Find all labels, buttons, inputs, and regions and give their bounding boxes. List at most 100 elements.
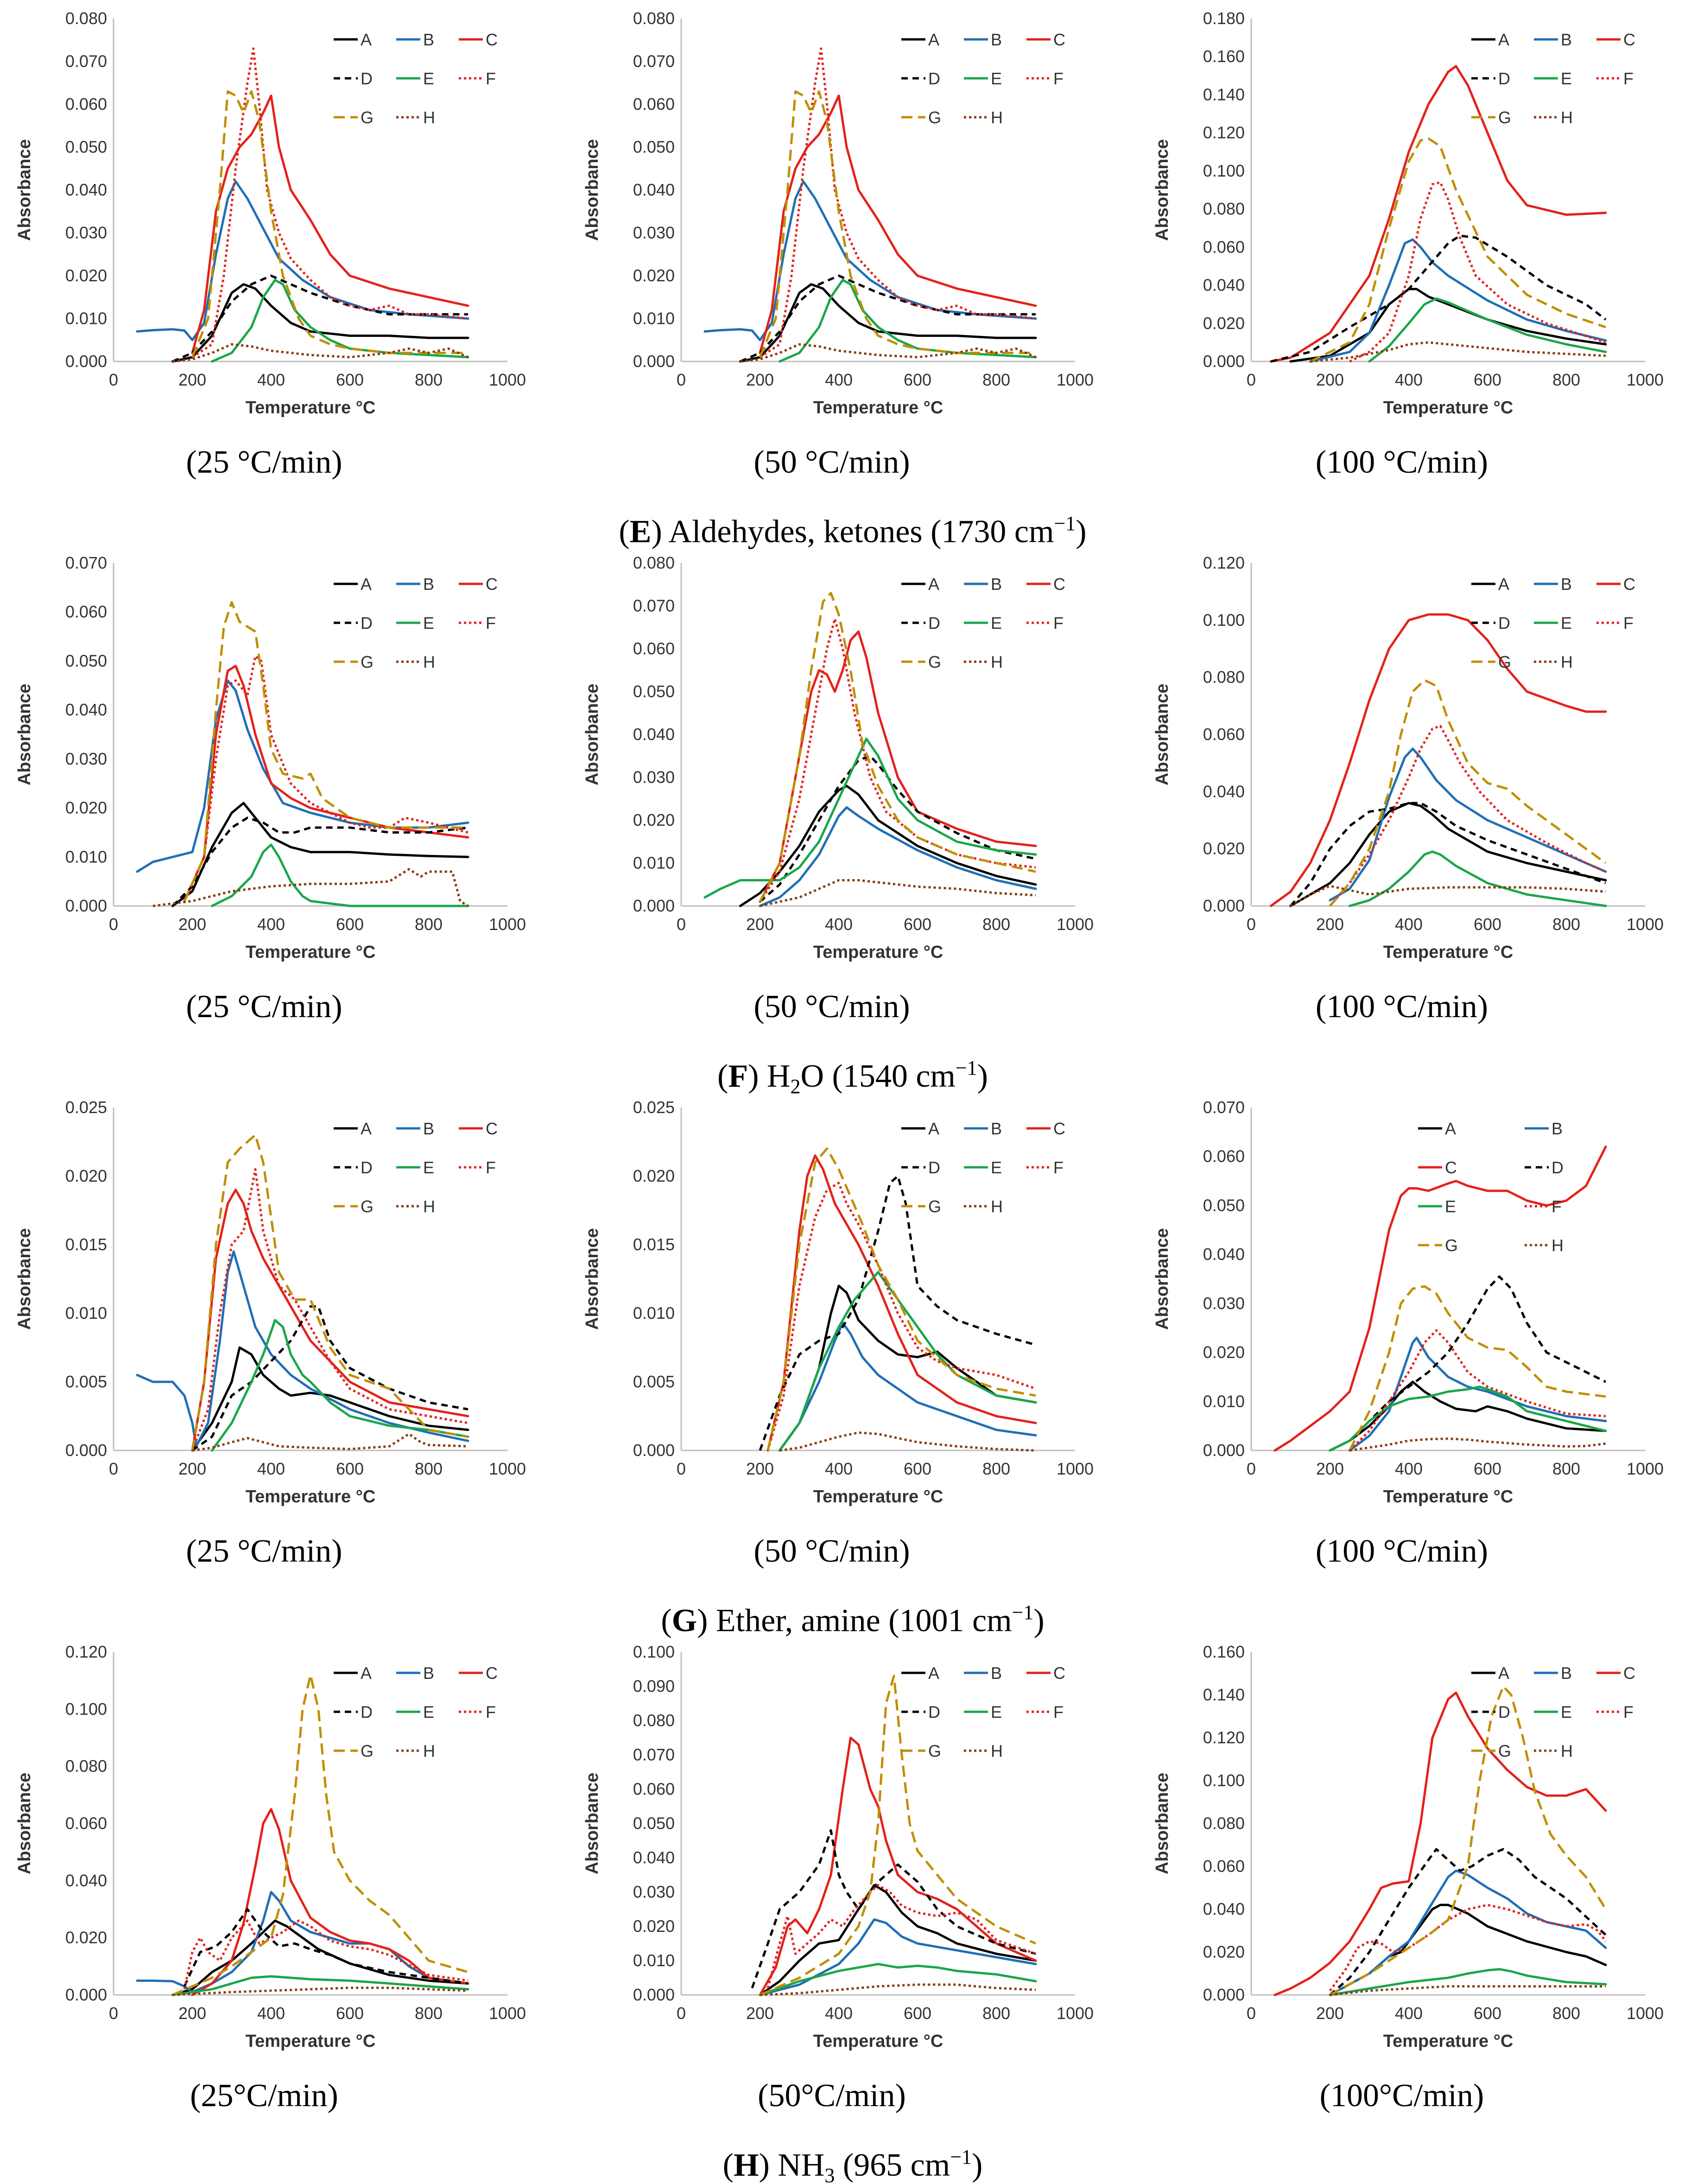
x-tick-label: 0 bbox=[677, 1459, 686, 1478]
y-tick-label: 0.100 bbox=[65, 1699, 107, 1718]
x-tick-label: 400 bbox=[825, 2004, 853, 2023]
series-line-B bbox=[136, 180, 469, 342]
x-tick-label: 400 bbox=[257, 1459, 285, 1478]
x-tick-label: 400 bbox=[257, 2004, 285, 2023]
y-tick-label: 0.000 bbox=[633, 1985, 675, 2004]
x-tick-label: 600 bbox=[904, 370, 931, 389]
y-tick-label: 0.120 bbox=[1203, 1728, 1245, 1747]
legend-label-C: C bbox=[1053, 1119, 1065, 1138]
x-tick-label: 200 bbox=[746, 915, 774, 934]
y-tick-label: 0.070 bbox=[633, 1745, 675, 1764]
x-tick-label: 400 bbox=[825, 1459, 853, 1478]
x-tick-label: 600 bbox=[1474, 915, 1501, 934]
x-tick-label: 600 bbox=[904, 915, 931, 934]
legend-label-B: B bbox=[1561, 575, 1572, 594]
legend-label-F: F bbox=[1551, 1197, 1562, 1216]
legend-label-H: H bbox=[423, 1741, 435, 1760]
legend-label-B: B bbox=[423, 30, 434, 49]
series-line-E bbox=[703, 737, 1037, 899]
series-line-H bbox=[1330, 1985, 1606, 1996]
y-tick-label: 0.160 bbox=[1203, 47, 1245, 66]
x-tick-label: 1000 bbox=[489, 370, 526, 389]
series-line-B bbox=[136, 1250, 469, 1448]
x-tick-label: 1000 bbox=[489, 2004, 526, 2023]
legend-label-A: A bbox=[928, 575, 939, 594]
chart-H-2: 0.000 0.010 0.020 0.030 0.040 0.050 0.060 0.070… bbox=[583, 1642, 1094, 2051]
y-tick-label: 0.040 bbox=[65, 700, 107, 719]
y-tick-label: 0.120 bbox=[65, 1642, 107, 1661]
legend-label-G: G bbox=[1498, 652, 1511, 671]
x-axis-label: Temperature °C bbox=[1383, 2032, 1513, 2051]
legend-label-H: H bbox=[1561, 108, 1573, 127]
legend-label-D: D bbox=[1551, 1158, 1564, 1177]
legend-label-B: B bbox=[1561, 1664, 1572, 1683]
x-tick-label: 0 bbox=[1247, 1459, 1256, 1478]
y-tick-label: 0.000 bbox=[65, 352, 107, 371]
x-tick-label: 1000 bbox=[1057, 370, 1094, 389]
legend-label-G: G bbox=[361, 108, 374, 127]
x-tick-label: 200 bbox=[178, 370, 206, 389]
series-line-F bbox=[1349, 1329, 1606, 1451]
legend-label-A: A bbox=[361, 1664, 372, 1683]
rate-caption: (25 °C/min) bbox=[186, 989, 342, 1025]
y-tick-label: 0.000 bbox=[633, 352, 675, 371]
y-tick-label: 0.060 bbox=[65, 1814, 107, 1833]
series-line-A bbox=[171, 283, 469, 363]
y-tick-label: 0.010 bbox=[65, 309, 107, 328]
series-line-E bbox=[211, 1319, 469, 1452]
y-tick-label: 0.040 bbox=[1203, 782, 1245, 801]
y-tick-label: 0.080 bbox=[65, 9, 107, 28]
y-tick-label: 0.050 bbox=[65, 138, 107, 157]
series-line-C bbox=[191, 1808, 469, 1996]
legend: A B C D E F G H bbox=[1471, 30, 1635, 127]
y-tick-label: 0.030 bbox=[633, 1882, 675, 1901]
series-line-G bbox=[760, 1675, 1036, 1996]
x-tick-label: 200 bbox=[1316, 1459, 1344, 1478]
x-axis-label: Temperature °C bbox=[1383, 943, 1513, 962]
series-line-C bbox=[191, 1189, 469, 1452]
y-tick-label: 0.010 bbox=[633, 1951, 675, 1970]
rate-caption: (100 °C/min) bbox=[1316, 1533, 1488, 1569]
y-tick-label: 0.100 bbox=[1203, 161, 1245, 180]
legend-label-C: C bbox=[1053, 1664, 1065, 1683]
series-line-C bbox=[183, 665, 469, 902]
x-tick-label: 600 bbox=[904, 2004, 931, 2023]
legend-label-D: D bbox=[1498, 69, 1510, 88]
y-axis-label: Absorbance bbox=[1152, 139, 1172, 241]
legend-label-A: A bbox=[1498, 30, 1509, 49]
x-tick-label: 1000 bbox=[489, 1459, 526, 1478]
group-caption-H: (H) NH3 (965 cm−1) bbox=[723, 2146, 983, 2184]
x-tick-label: 0 bbox=[109, 370, 118, 389]
y-tick-label: 0.000 bbox=[1203, 896, 1245, 915]
y-tick-label: 0.025 bbox=[65, 1098, 107, 1117]
legend-label-F: F bbox=[1623, 1703, 1634, 1722]
series-line-F bbox=[1349, 181, 1606, 363]
x-tick-label: 400 bbox=[257, 915, 285, 934]
series-line-H bbox=[760, 879, 1036, 907]
series-line-A bbox=[171, 1919, 469, 1996]
legend-label-H: H bbox=[423, 1197, 435, 1216]
y-axis-label: Absorbance bbox=[15, 684, 34, 785]
y-tick-label: 0.030 bbox=[65, 749, 107, 768]
series-line-G bbox=[183, 601, 468, 902]
legend-label-A: A bbox=[1498, 1664, 1509, 1683]
x-axis-label: Temperature °C bbox=[813, 943, 943, 962]
x-tick-label: 800 bbox=[982, 1459, 1010, 1478]
group-caption-F: (F) H2O (1540 cm−1) bbox=[717, 1057, 988, 1098]
group-caption-G: (G) Ether, amine (1001 cm−1) bbox=[661, 1601, 1044, 1639]
x-tick-label: 400 bbox=[257, 370, 285, 389]
y-tick-label: 0.070 bbox=[633, 52, 675, 71]
y-tick-label: 0.100 bbox=[1203, 610, 1245, 629]
legend-label-D: D bbox=[928, 614, 940, 633]
legend-label-F: F bbox=[486, 1703, 496, 1722]
legend-label-G: G bbox=[928, 1741, 941, 1760]
x-tick-label: 0 bbox=[1247, 915, 1256, 934]
y-axis-label: Absorbance bbox=[1152, 1228, 1172, 1330]
y-tick-label: 0.080 bbox=[633, 1711, 675, 1730]
y-tick-label: 0.040 bbox=[633, 1848, 675, 1867]
x-tick-label: 200 bbox=[746, 1459, 774, 1478]
legend-label-A: A bbox=[928, 1119, 939, 1138]
series-line-A bbox=[191, 1346, 469, 1452]
x-tick-label: 400 bbox=[1395, 915, 1423, 934]
